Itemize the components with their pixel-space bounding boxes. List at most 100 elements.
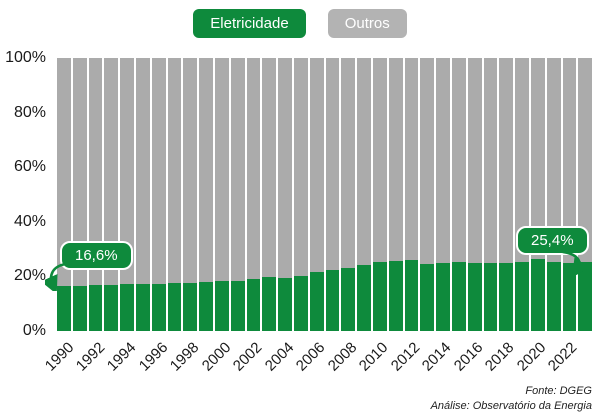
callout-1990-label: 16,6% [75, 247, 118, 264]
source-note: Fonte: DGEG Análise: Observatório da Ene… [431, 384, 592, 413]
bar-fill-eletricidade-2013 [420, 263, 435, 331]
bar-fill-eletricidade-2016 [467, 263, 482, 331]
bar-fill-eletricidade-2019 [515, 262, 529, 331]
bar-fill-eletricidade-1994 [120, 283, 134, 331]
y-tick-20: 20% [13, 267, 46, 285]
bar-fill-eletricidade-1995 [135, 283, 150, 331]
bar-2021 [546, 58, 561, 331]
callout-arrow-2023-icon [561, 250, 587, 275]
bar-fill-eletricidade-2001 [230, 280, 245, 331]
y-tick-100: 100% [5, 49, 46, 66]
bar-fill-eletricidade-2007 [325, 269, 340, 331]
bar-2020 [530, 58, 545, 331]
x-tick-2014: 2014 [418, 339, 455, 375]
callout-2023: 25,4% [516, 226, 589, 255]
bar-2009 [357, 58, 371, 331]
callout-2023-label: 25,4% [531, 232, 574, 249]
x-tick-2020: 2020 [513, 339, 549, 375]
legend-item-eletricidade[interactable]: Eletricidade [193, 9, 306, 38]
bar-2007 [325, 58, 340, 331]
bar-fill-eletricidade-1998 [183, 282, 198, 331]
bar-2013 [420, 58, 435, 331]
bar-1994 [120, 58, 134, 331]
x-tick-2008: 2008 [324, 339, 361, 375]
bar-fill-eletricidade-2006 [309, 272, 324, 331]
bar-2016 [467, 58, 482, 331]
bar-fill-eletricidade-2018 [499, 263, 514, 331]
bar-fill-eletricidade-2002 [246, 278, 261, 331]
bar-2011 [388, 58, 403, 331]
y-axis: 0% 20% 40% 60% 80% 100% [0, 49, 46, 339]
bar-fill-eletricidade-2017 [483, 263, 498, 331]
x-tick-1992: 1992 [72, 339, 109, 375]
bar-fill-eletricidade-2023 [578, 261, 593, 331]
x-tick-1994: 1994 [104, 339, 140, 375]
bar-1991 [72, 58, 87, 331]
bar-2022 [562, 58, 577, 331]
x-tick-1996: 1996 [135, 339, 172, 375]
callout-arrow-1990-icon [45, 262, 68, 291]
bar-1996 [151, 58, 166, 331]
bar-2017 [483, 58, 498, 331]
bar-2018 [499, 58, 514, 331]
x-tick-2002: 2002 [230, 339, 266, 375]
bar-fill-eletricidade-2003 [262, 277, 277, 331]
bar-2015 [451, 58, 466, 331]
legend-item-outros[interactable]: Outros [327, 9, 407, 38]
x-tick-2006: 2006 [293, 339, 329, 375]
bar-2023 [578, 58, 593, 331]
y-tick-60: 60% [13, 158, 46, 176]
x-tick-2000: 2000 [198, 339, 235, 375]
bar-fill-eletricidade-2008 [341, 267, 356, 331]
bar-2019 [515, 58, 529, 331]
bar-fill-eletricidade-2015 [451, 262, 466, 331]
x-tick-2004: 2004 [261, 339, 298, 375]
bar-2010 [372, 58, 387, 331]
bar-fill-eletricidade-1993 [104, 284, 119, 331]
y-tick-80: 80% [13, 103, 46, 121]
bar-fill-eletricidade-2020 [530, 259, 545, 331]
x-tick-1990: 1990 [41, 339, 77, 375]
plot-area [57, 58, 593, 331]
bar-fill-eletricidade-2012 [404, 260, 419, 331]
analysis-line: Análise: Observatório da Energia [430, 399, 592, 412]
bar-2003 [262, 58, 277, 331]
bar-2004 [278, 58, 292, 331]
x-tick-2010: 2010 [355, 339, 392, 375]
source-line: Fonte: DGEG [525, 385, 592, 398]
bar-fill-eletricidade-1992 [88, 284, 103, 331]
bar-1997 [167, 58, 182, 331]
bar-1992 [88, 58, 103, 331]
bar-fill-eletricidade-1999 [199, 282, 213, 331]
bar-fill-eletricidade-2011 [388, 261, 403, 331]
bar-2002 [246, 58, 261, 331]
bar-fill-eletricidade-2014 [436, 263, 450, 331]
bar-1995 [135, 58, 150, 331]
bar-fill-eletricidade-2022 [562, 262, 577, 331]
bar-2005 [293, 58, 308, 331]
bar-fill-eletricidade-2021 [546, 262, 561, 331]
y-tick-40: 40% [13, 212, 46, 230]
bar-fill-eletricidade-1991 [72, 285, 87, 331]
bar-2014 [436, 58, 450, 331]
x-tick-2022: 2022 [544, 339, 581, 375]
y-tick-0: 0% [22, 322, 46, 339]
bar-2008 [341, 58, 356, 331]
x-tick-2016: 2016 [450, 339, 487, 375]
bar-2000 [214, 58, 229, 331]
bar-fill-eletricidade-2000 [214, 281, 229, 331]
callout-1990: 16,6% [60, 241, 133, 270]
x-tick-2012: 2012 [387, 339, 424, 375]
bar-fill-eletricidade-2009 [357, 265, 371, 331]
x-tick-1998: 1998 [167, 339, 203, 375]
bar-2006 [309, 58, 324, 331]
bar-fill-eletricidade-1996 [151, 284, 166, 331]
bar-fill-eletricidade-2010 [372, 262, 387, 331]
bar-fill-eletricidade-1997 [167, 283, 182, 331]
bar-fill-eletricidade-2005 [293, 276, 308, 331]
bar-fill-eletricidade-2004 [278, 277, 292, 331]
legend: Eletricidade Outros [0, 9, 600, 38]
bar-2012 [404, 58, 419, 331]
x-axis: 1990 1992 1994 1996 1998 2000 2002 2004 2006 2008… [41, 334, 592, 386]
